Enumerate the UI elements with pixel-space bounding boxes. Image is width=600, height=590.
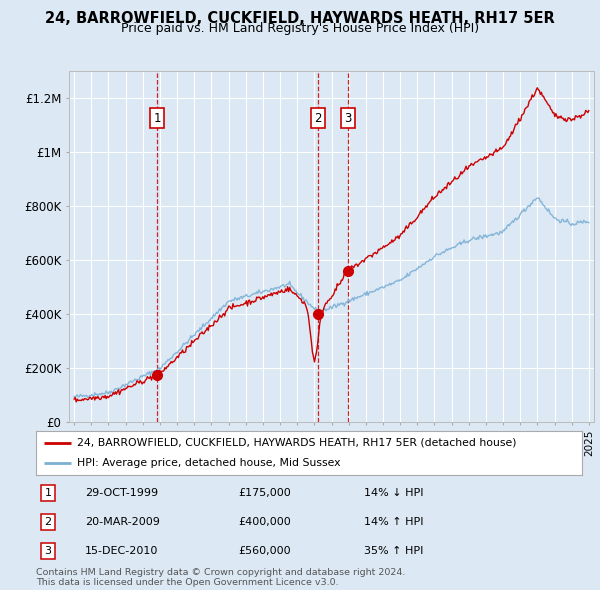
Text: 3: 3 [344, 112, 352, 124]
Text: 20-MAR-2009: 20-MAR-2009 [85, 517, 160, 527]
Text: Price paid vs. HM Land Registry's House Price Index (HPI): Price paid vs. HM Land Registry's House … [121, 22, 479, 35]
Text: 14% ↓ HPI: 14% ↓ HPI [364, 488, 423, 498]
Text: £560,000: £560,000 [238, 546, 290, 556]
Text: Contains HM Land Registry data © Crown copyright and database right 2024.
This d: Contains HM Land Registry data © Crown c… [36, 568, 406, 587]
Text: 24, BARROWFIELD, CUCKFIELD, HAYWARDS HEATH, RH17 5ER: 24, BARROWFIELD, CUCKFIELD, HAYWARDS HEA… [45, 11, 555, 25]
Text: HPI: Average price, detached house, Mid Sussex: HPI: Average price, detached house, Mid … [77, 458, 340, 468]
Text: 1: 1 [44, 488, 52, 498]
Text: 3: 3 [44, 546, 52, 556]
Text: 14% ↑ HPI: 14% ↑ HPI [364, 517, 423, 527]
Text: 2: 2 [44, 517, 52, 527]
Text: £400,000: £400,000 [238, 517, 291, 527]
Text: 24, BARROWFIELD, CUCKFIELD, HAYWARDS HEATH, RH17 5ER (detached house): 24, BARROWFIELD, CUCKFIELD, HAYWARDS HEA… [77, 438, 517, 448]
Text: 1: 1 [153, 112, 161, 124]
Text: 2: 2 [314, 112, 322, 124]
Text: 15-DEC-2010: 15-DEC-2010 [85, 546, 158, 556]
Text: £175,000: £175,000 [238, 488, 291, 498]
Text: 35% ↑ HPI: 35% ↑ HPI [364, 546, 423, 556]
Text: 29-OCT-1999: 29-OCT-1999 [85, 488, 158, 498]
